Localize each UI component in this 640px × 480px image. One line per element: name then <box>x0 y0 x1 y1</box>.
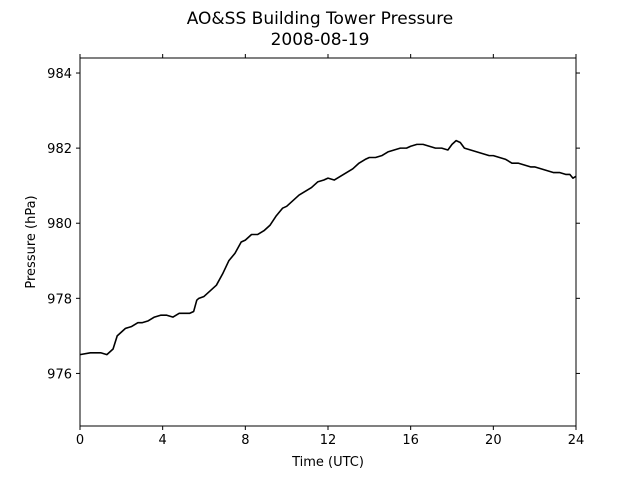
y-tick-label: 976 <box>47 367 72 382</box>
pressure-series-line <box>79 139 577 356</box>
chart-subtitle: 2008-08-19 <box>271 30 370 50</box>
x-tick-label: 24 <box>568 433 585 448</box>
plot-frame <box>79 57 577 427</box>
x-tick-label: 4 <box>159 433 167 448</box>
x-tick-label: 16 <box>402 433 419 448</box>
chart-title: AO&SS Building Tower Pressure <box>187 9 454 29</box>
y-tick-label: 978 <box>47 292 72 307</box>
x-tick-label: 12 <box>320 433 337 448</box>
y-axis-label: Pressure (hPa) <box>24 195 39 288</box>
y-tick-label: 984 <box>47 67 72 82</box>
x-tick-label: 8 <box>241 433 249 448</box>
x-tick-label: 20 <box>485 433 502 448</box>
y-tick-label: 980 <box>47 217 72 232</box>
x-tick-label: 0 <box>76 433 84 448</box>
y-tick-label: 982 <box>47 142 72 157</box>
x-axis-label: Time (UTC) <box>291 455 364 470</box>
axis-ticks: 0 4 8 12 16 20 24 976 978 980 982 984 <box>47 54 584 448</box>
